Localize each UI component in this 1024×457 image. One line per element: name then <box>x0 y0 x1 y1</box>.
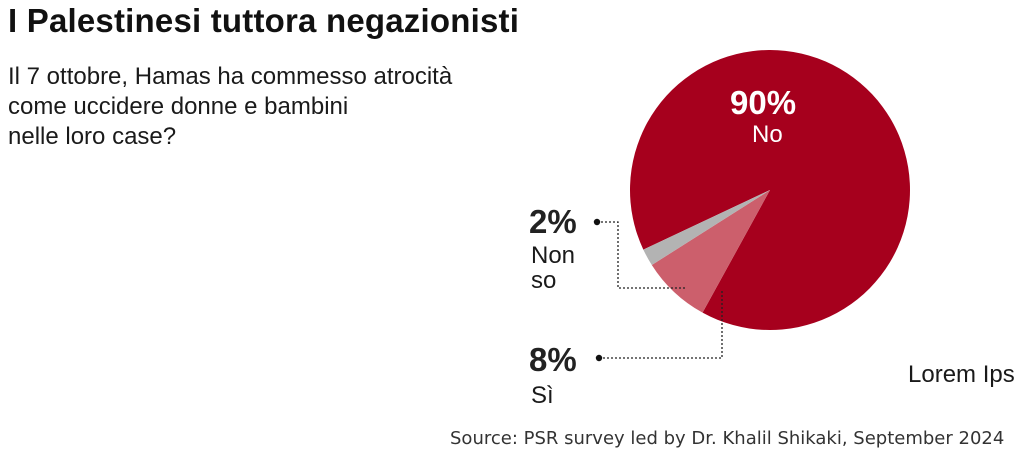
slice-no-label: No <box>752 121 783 148</box>
leader-dot-nonso <box>593 218 601 226</box>
survey-question: Il 7 ottobre, Hamas ha commesso atrocità… <box>8 62 548 152</box>
pie-slice-nonso <box>643 190 770 266</box>
source-note: Source: PSR survey led by Dr. Khalil Shi… <box>450 428 1005 449</box>
slice-nonso-percent: 2% <box>529 203 577 240</box>
leader-dot-si <box>595 354 603 362</box>
slice-no-percent: 90% <box>730 84 797 121</box>
question-line-2: come uccidere donne e bambini <box>8 93 349 120</box>
slice-nonso-label-line1: Non <box>531 242 576 269</box>
pie-slice-no <box>630 49 911 330</box>
leader-line-si <box>599 290 723 359</box>
pie-slice-si <box>651 190 770 313</box>
chart-title: I Palestinesi tuttora negazionisti <box>8 2 520 39</box>
watermark-text: Lorem Ips <box>908 361 1015 388</box>
question-line-3: nelle loro case? <box>8 123 177 150</box>
leader-line-nonso <box>597 221 685 289</box>
question-line-1: Il 7 ottobre, Hamas ha commesso atrocità <box>8 63 453 90</box>
slice-si-percent: 8% <box>529 341 577 378</box>
slice-si-label: Sì <box>531 382 554 409</box>
slice-nonso-label-line2: so <box>531 267 557 294</box>
